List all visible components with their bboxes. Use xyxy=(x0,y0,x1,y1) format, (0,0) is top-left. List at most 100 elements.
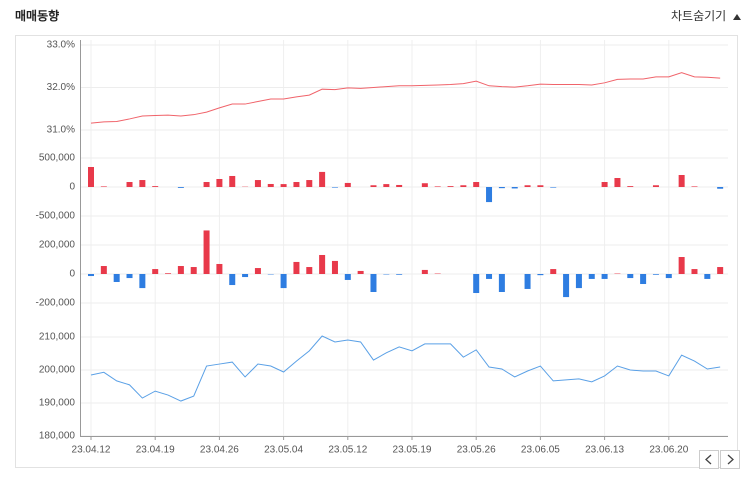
bar xyxy=(550,269,556,274)
bar xyxy=(255,268,261,274)
x-tick-label: 23.04.12 xyxy=(72,445,111,456)
bar xyxy=(717,187,723,189)
bar xyxy=(345,183,351,187)
bar xyxy=(396,274,402,275)
bar xyxy=(525,185,531,187)
bar xyxy=(473,274,479,293)
bar xyxy=(204,230,210,274)
bar xyxy=(460,185,466,187)
bar xyxy=(370,185,376,187)
bar xyxy=(589,274,595,279)
bar xyxy=(229,176,235,187)
bar xyxy=(152,186,158,187)
bar xyxy=(486,187,492,202)
bar xyxy=(293,182,299,187)
toggle-button[interactable]: 차트숨기기 xyxy=(671,9,726,23)
bar xyxy=(383,184,389,187)
bar xyxy=(88,167,94,187)
bar xyxy=(499,187,505,188)
bar xyxy=(537,274,543,275)
prev-button[interactable] xyxy=(700,451,719,469)
bar xyxy=(679,257,685,274)
bar xyxy=(691,186,697,187)
bar xyxy=(306,267,312,274)
bar xyxy=(332,187,338,188)
y-tick-label: 190,000 xyxy=(39,398,76,409)
bar xyxy=(242,274,248,277)
bar xyxy=(229,274,235,285)
bar xyxy=(281,184,287,187)
bar xyxy=(640,274,646,284)
bar xyxy=(255,180,261,187)
bar xyxy=(332,261,338,274)
y-tick-label: 0 xyxy=(69,182,75,193)
bar xyxy=(614,178,620,187)
bar xyxy=(101,186,107,187)
bar xyxy=(216,264,222,274)
bar xyxy=(627,274,633,278)
bar xyxy=(679,175,685,187)
bar xyxy=(319,172,325,187)
bar xyxy=(602,182,608,187)
y-tick-label: 200,000 xyxy=(39,365,76,376)
bar xyxy=(165,273,171,274)
bar xyxy=(653,185,659,187)
bar xyxy=(537,185,543,187)
toggle-arrow[interactable] xyxy=(733,14,741,20)
y-tick-label: 180,000 xyxy=(39,431,76,442)
bar xyxy=(396,185,402,187)
bar xyxy=(525,274,531,289)
bar xyxy=(358,271,364,274)
x-tick-label: 23.06.20 xyxy=(649,445,688,456)
bar xyxy=(602,274,608,279)
bar xyxy=(319,255,325,274)
bar xyxy=(139,180,145,187)
y-tick-label: 500,000 xyxy=(39,153,76,164)
y-tick-label: -500,000 xyxy=(36,211,76,222)
bar xyxy=(422,183,428,187)
x-tick-label: 23.06.05 xyxy=(521,445,560,456)
bar xyxy=(499,274,505,292)
x-tick-label: 23.06.13 xyxy=(585,445,624,456)
section-title: 매매동향 xyxy=(15,8,59,23)
bar xyxy=(422,270,428,274)
bar xyxy=(268,184,274,187)
bar xyxy=(152,269,158,274)
y-tick-label: 33.0% xyxy=(47,40,75,51)
bar xyxy=(473,182,479,187)
y-tick-label: -200,000 xyxy=(36,298,76,309)
bar xyxy=(691,269,697,274)
y-tick-label: 0 xyxy=(69,269,75,280)
x-tick-label: 23.04.19 xyxy=(136,445,175,456)
x-tick-label: 23.04.26 xyxy=(200,445,239,456)
line xyxy=(91,73,720,124)
y-tick-label: 32.0% xyxy=(47,82,75,93)
bar xyxy=(88,274,94,276)
bar xyxy=(717,267,723,274)
bar xyxy=(345,274,351,280)
x-tick-label: 23.05.04 xyxy=(264,445,303,456)
bar xyxy=(216,179,222,187)
bar xyxy=(550,187,556,188)
bar xyxy=(281,274,287,288)
bar xyxy=(178,266,184,274)
x-tick-label: 23.05.12 xyxy=(328,445,367,456)
bar xyxy=(139,274,145,288)
bar xyxy=(191,267,197,274)
bar xyxy=(293,262,299,274)
y-tick-label: 210,000 xyxy=(39,332,76,343)
line xyxy=(91,336,720,401)
bar xyxy=(178,187,184,188)
bar xyxy=(101,266,107,274)
bar xyxy=(435,186,441,187)
bar xyxy=(627,186,633,187)
bar xyxy=(512,187,518,188)
y-tick-label: 31.0% xyxy=(47,125,75,136)
bar xyxy=(114,274,120,282)
bar xyxy=(563,274,569,297)
bar xyxy=(666,274,672,278)
bar xyxy=(127,274,133,278)
next-button[interactable] xyxy=(721,451,740,469)
bar xyxy=(306,180,312,187)
bar xyxy=(204,182,210,187)
